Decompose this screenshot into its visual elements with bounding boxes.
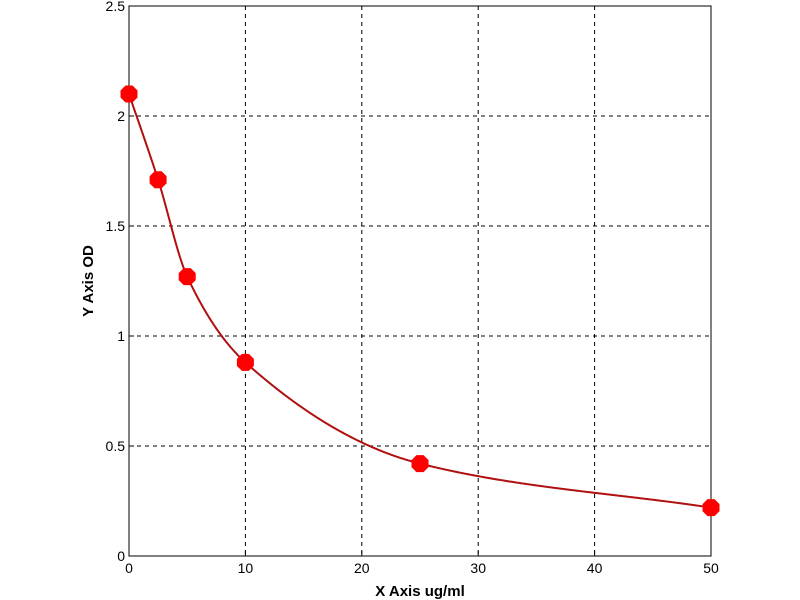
data-point xyxy=(702,499,720,517)
data-point xyxy=(236,353,254,371)
plot-frame xyxy=(128,5,712,557)
x-tick-label: 0 xyxy=(125,560,133,576)
data-point xyxy=(149,171,167,189)
y-tick-label: 1.5 xyxy=(106,218,126,234)
y-axis-label: Y Axis OD xyxy=(80,245,97,317)
data-point xyxy=(120,85,138,103)
x-tick-label: 30 xyxy=(470,560,486,576)
y-tick-label: 2.5 xyxy=(106,0,126,14)
x-tick-label: 10 xyxy=(238,560,254,576)
y-tick-label: 0.5 xyxy=(106,438,126,454)
x-tick-label: 50 xyxy=(703,560,719,576)
data-point xyxy=(411,455,429,473)
x-tick-label: 20 xyxy=(354,560,370,576)
axis-ticks: 0 10 20 30 40 50 0 0.5 1 1.5 2 2.5 xyxy=(106,0,719,576)
data-points xyxy=(120,85,720,517)
data-point xyxy=(178,268,196,286)
x-axis-label: X Axis ug/ml xyxy=(375,583,464,600)
y-tick-label: 1 xyxy=(117,328,125,344)
y-tick-label: 0 xyxy=(117,548,125,564)
grid-lines xyxy=(129,6,711,556)
y-tick-label: 2 xyxy=(117,108,125,124)
x-tick-label: 40 xyxy=(587,560,603,576)
